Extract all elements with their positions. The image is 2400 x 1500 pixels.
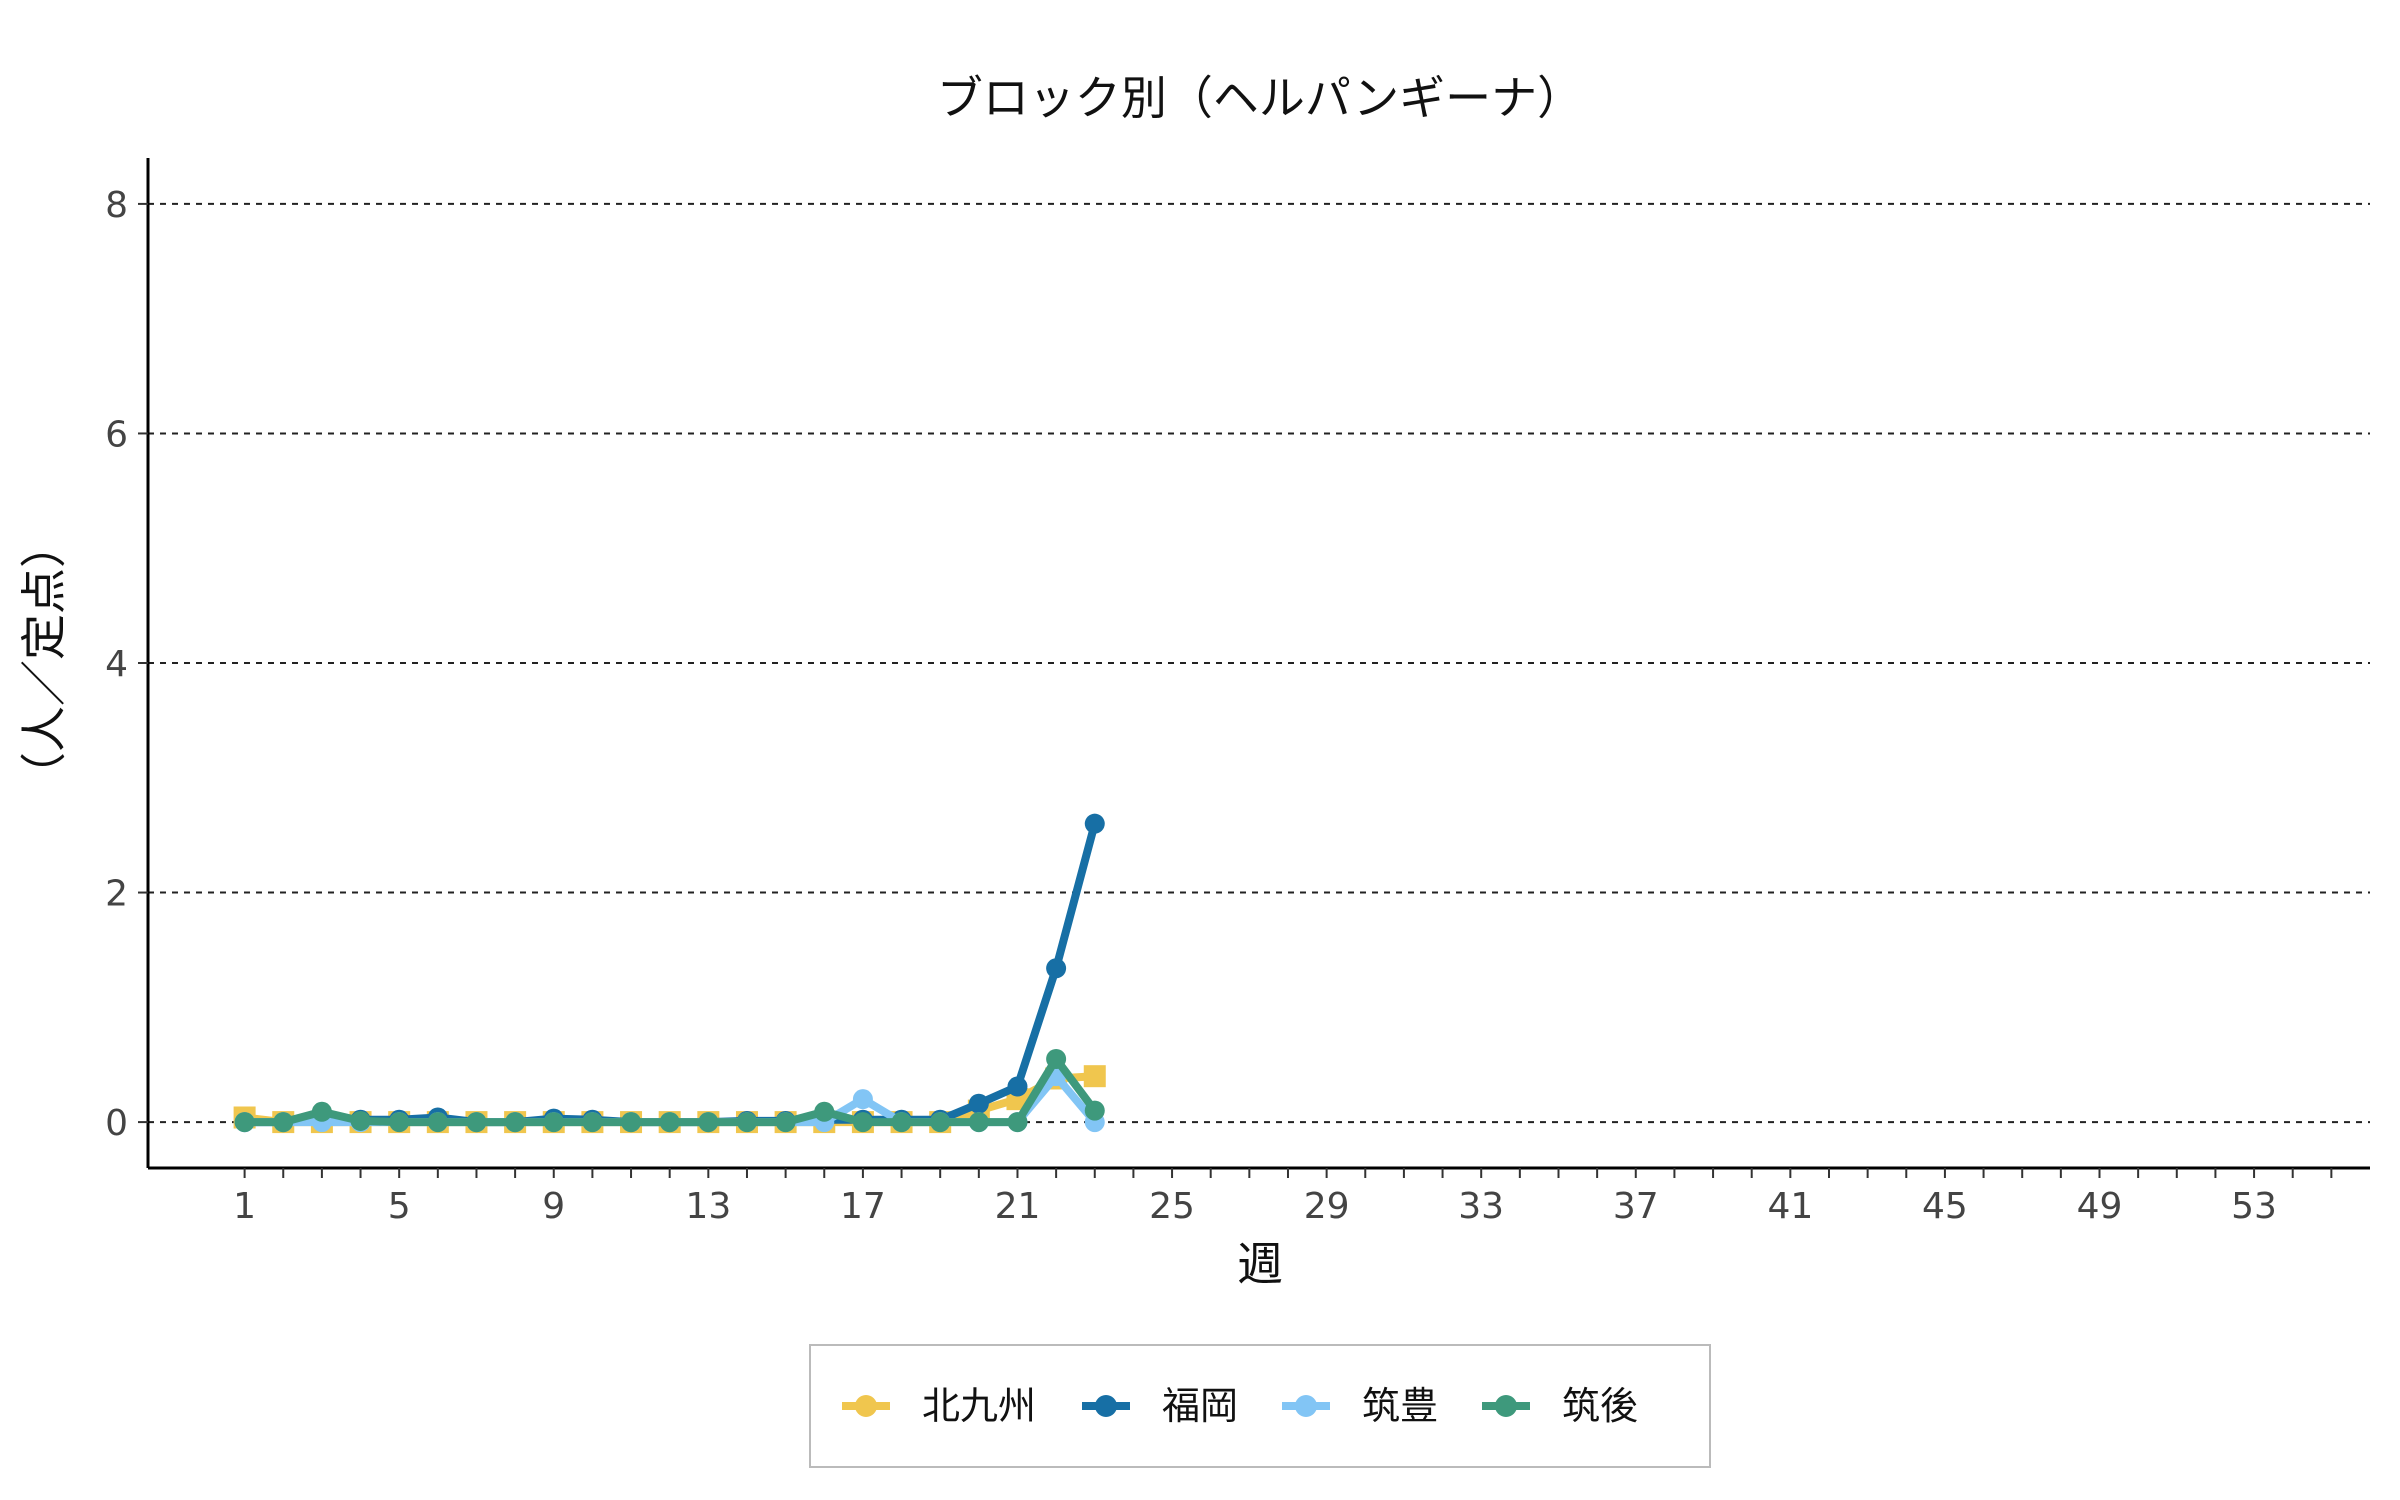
x-tick-label: 21 — [995, 1186, 1041, 1227]
data-point — [582, 1112, 603, 1133]
legend-label: 福岡 — [1162, 1384, 1238, 1428]
x-tick-label: 9 — [542, 1186, 565, 1227]
tick-labels: 0 2 4 6 8 1 5 9 13 17 21 25 29 33 37 41 45 49 53 — [105, 185, 2333, 1227]
y-tick-label: 2 — [105, 874, 128, 915]
data-point — [930, 1112, 951, 1133]
legend: 北九州 福岡 筑豊 筑後 — [809, 1344, 1711, 1468]
x-axis-label: 週 — [1237, 1237, 1283, 1291]
data-point — [698, 1112, 719, 1133]
x-tick-label: 13 — [685, 1186, 731, 1227]
legend-swatch-marker — [1095, 1395, 1117, 1417]
data-point — [814, 1101, 835, 1122]
data-point — [234, 1112, 255, 1133]
legend-item: 筑後 — [1482, 1384, 1638, 1428]
data-point — [350, 1110, 371, 1131]
data-point — [1084, 1100, 1105, 1121]
legend-box — [809, 1344, 1711, 1468]
data-point — [273, 1112, 294, 1133]
data-point — [466, 1112, 487, 1133]
data-point — [659, 1112, 680, 1133]
x-tick-label: 17 — [840, 1186, 886, 1227]
data-point — [1084, 813, 1105, 834]
x-tick-label: 37 — [1613, 1186, 1659, 1227]
legend-swatch-marker — [1495, 1395, 1517, 1417]
data-point — [775, 1112, 796, 1133]
data-point — [736, 1112, 757, 1133]
data-point — [1046, 958, 1067, 979]
x-tick-label: 49 — [2077, 1186, 2123, 1227]
x-tick-label: 29 — [1304, 1186, 1350, 1227]
data-point — [389, 1112, 410, 1133]
x-tick-label: 33 — [1458, 1186, 1504, 1227]
grid-lines — [148, 202, 2370, 1124]
y-tick-label: 0 — [105, 1103, 128, 1144]
data-point — [1046, 1048, 1067, 1069]
x-tick-label: 53 — [2231, 1186, 2277, 1227]
data-point — [427, 1112, 448, 1133]
y-axis-label: （人／定点） — [17, 522, 71, 798]
x-tick-label: 1 — [233, 1186, 256, 1227]
y-tick-label: 8 — [105, 185, 128, 226]
data-point — [543, 1112, 564, 1133]
legend-label: 北九州 — [922, 1384, 1036, 1428]
legend-swatch-marker — [1295, 1395, 1317, 1417]
legend-label: 筑後 — [1562, 1384, 1638, 1428]
data-point — [1083, 1065, 1106, 1088]
data-point — [968, 1112, 989, 1133]
data-point — [1007, 1076, 1028, 1097]
data-point — [311, 1101, 332, 1122]
series-4 — [234, 1048, 1105, 1133]
series-line — [240, 819, 1099, 1127]
x-tick-label: 45 — [1922, 1186, 1968, 1227]
data-point — [621, 1112, 642, 1133]
chart-title: ブロック別（ヘルパンギーナ） — [937, 71, 1583, 125]
series-layer — [233, 813, 1106, 1134]
data-point — [852, 1089, 873, 1110]
legend-label: 筑豊 — [1362, 1384, 1438, 1428]
data-point — [1007, 1112, 1028, 1133]
data-point — [505, 1112, 526, 1133]
x-tick-label: 41 — [1767, 1186, 1813, 1227]
data-point — [852, 1112, 873, 1133]
series-2 — [234, 813, 1105, 1133]
data-point — [891, 1112, 912, 1133]
data-point — [968, 1093, 989, 1114]
legend-item: 筑豊 — [1282, 1384, 1438, 1428]
y-tick-label: 4 — [105, 644, 128, 685]
x-tick-label: 25 — [1149, 1186, 1195, 1227]
legend-swatch-marker — [855, 1395, 877, 1417]
y-tick-label: 6 — [105, 414, 128, 455]
legend-item: 福岡 — [1082, 1384, 1238, 1428]
x-tick-label: 5 — [388, 1186, 411, 1227]
legend-item: 北九州 — [842, 1384, 1036, 1428]
